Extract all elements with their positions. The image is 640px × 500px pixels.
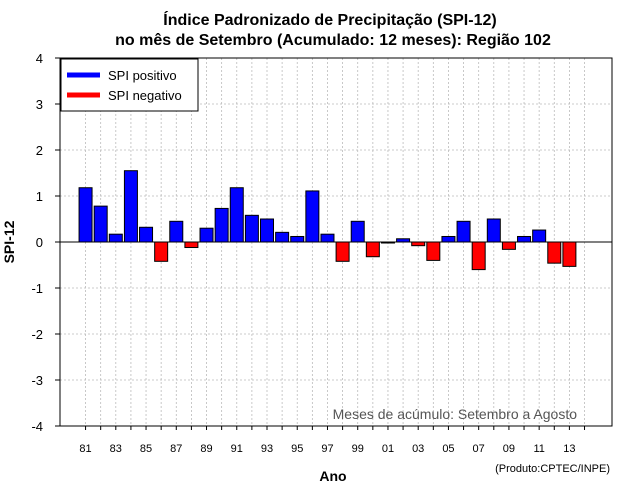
x-tick-label: 87: [170, 443, 182, 455]
x-tick-label: 11: [533, 443, 544, 455]
accumulation-note: Meses de acúmulo: Setembro a Agosto: [333, 406, 578, 422]
credit-text: (Produto:CPTEC/INPE): [495, 463, 610, 475]
bar-1988: [184, 241, 199, 249]
legend-label-positive: SPI positivo: [108, 68, 177, 83]
bar-1991: [229, 187, 244, 243]
bar-2007: [471, 241, 486, 271]
x-tick-label: 81: [79, 443, 91, 455]
y-tick-label: 2: [36, 143, 43, 158]
bar-1982: [93, 205, 108, 243]
legend: SPI positivo SPI negativo: [60, 58, 199, 112]
bar-1989: [199, 227, 214, 243]
bar-2008: [486, 218, 501, 243]
legend-box: [60, 58, 199, 112]
bar-1997: [320, 233, 335, 243]
bar-2009: [501, 241, 516, 250]
bar-1995: [290, 235, 305, 243]
bar-2011: [532, 229, 547, 243]
chart-title-line2: no mês de Setembro (Acumulado: 12 meses)…: [115, 32, 551, 49]
bar-1987: [169, 220, 184, 243]
y-tick-label: 0: [36, 235, 43, 250]
bar-2004: [426, 241, 441, 261]
bar-1983: [108, 233, 123, 243]
x-tick-label: 95: [291, 443, 303, 455]
y-tick-label: -2: [31, 327, 43, 342]
y-tick-label: -3: [31, 373, 43, 388]
bar-1999: [350, 220, 365, 243]
x-tick-label: 13: [563, 443, 575, 455]
bar-1986: [154, 241, 169, 262]
x-tick-label: 85: [140, 443, 152, 455]
y-tick-label: -4: [31, 419, 43, 434]
bar-2005: [441, 235, 456, 243]
bar-1981: [78, 187, 93, 243]
x-tick-label: 99: [352, 443, 364, 455]
bar-1990: [214, 207, 229, 243]
bar-1998: [335, 241, 350, 262]
x-tick-label: 07: [473, 443, 485, 455]
y-axis-label: SPI-12: [1, 220, 17, 263]
y-tick-label: 4: [36, 51, 43, 66]
y-tick-label: 1: [36, 189, 43, 204]
x-tick-label: 01: [382, 443, 394, 455]
y-tick-label: 3: [36, 97, 43, 112]
bar-1985: [139, 226, 154, 243]
bars: [78, 170, 577, 271]
bar-1996: [305, 190, 320, 243]
chart-title-line1: Índice Padronizado de Precipitação (SPI-…: [163, 10, 496, 29]
x-tick-label: 93: [261, 443, 273, 455]
bar-2006: [456, 220, 471, 243]
x-axis-label: Ano: [319, 468, 346, 484]
x-axis-ticks: 81 83 85 87 89 91 93 95 97 99 01 03 05 07 09 11 13: [79, 426, 586, 455]
bar-2012: [547, 241, 562, 264]
bar-1994: [275, 231, 290, 243]
y-axis-ticks: -4 -3 -2 -1 0 1 2 3 4: [31, 51, 60, 434]
y-tick-label: -1: [31, 281, 43, 296]
x-tick-label: 89: [200, 443, 212, 455]
bar-1984: [123, 170, 138, 243]
x-tick-label: 83: [110, 443, 122, 455]
x-tick-label: 97: [321, 443, 333, 455]
bar-2003: [411, 241, 426, 247]
bar-2000: [365, 241, 380, 258]
bar-2013: [562, 241, 577, 267]
x-tick-label: 09: [503, 443, 515, 455]
legend-label-negative: SPI negativo: [108, 88, 182, 103]
bar-1992: [244, 214, 259, 243]
bar-2010: [517, 235, 532, 243]
x-tick-label: 05: [442, 443, 454, 455]
x-tick-label: 03: [412, 443, 424, 455]
bar-1993: [260, 218, 274, 243]
x-tick-label: 91: [231, 443, 243, 455]
